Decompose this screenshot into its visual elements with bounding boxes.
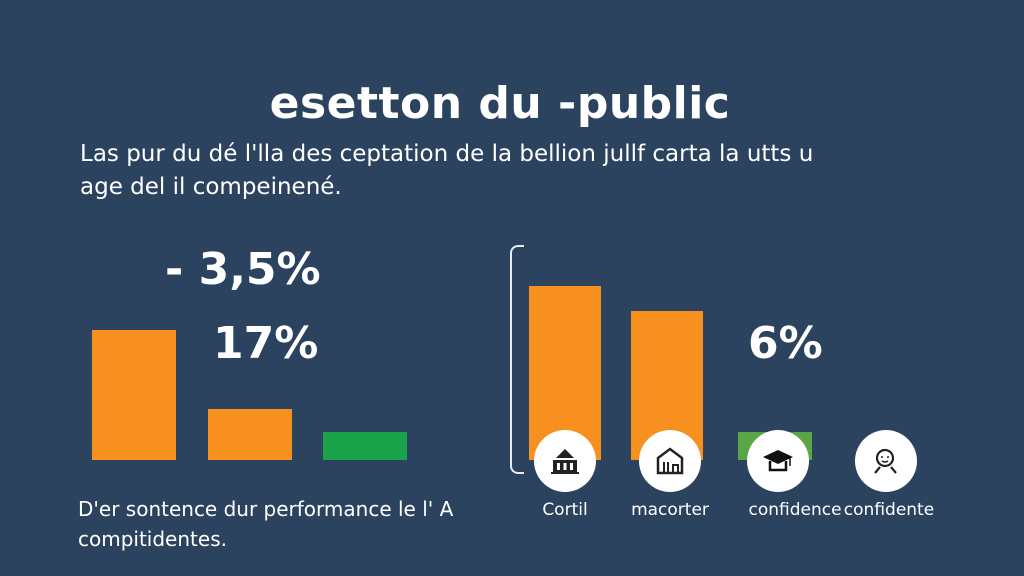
category-label: confidente [843, 500, 935, 520]
chart-subtitle: Las pur du dé l'lla des ceptation de la … [80, 141, 814, 200]
annotation-6: 6% [748, 318, 823, 369]
house-icon [639, 430, 701, 492]
smiling-person-icon [855, 430, 917, 492]
bar-1 [92, 330, 176, 460]
category-label: macorter [631, 500, 709, 520]
bracket [510, 245, 524, 474]
graduation-cap-icon [747, 430, 809, 492]
annotation-17: 17% [213, 318, 319, 369]
government-building-icon [534, 430, 596, 492]
footnote-text: D'er sontence dur performance le l' A co… [78, 497, 454, 551]
chart-title: esetton du -public [269, 78, 731, 129]
category-label: confidence [748, 500, 842, 520]
bar-3 [323, 432, 407, 460]
bar-2 [208, 409, 292, 460]
category-label: Cortil [542, 500, 588, 520]
annotation-minus-3-5: - 3,5% [165, 244, 321, 295]
